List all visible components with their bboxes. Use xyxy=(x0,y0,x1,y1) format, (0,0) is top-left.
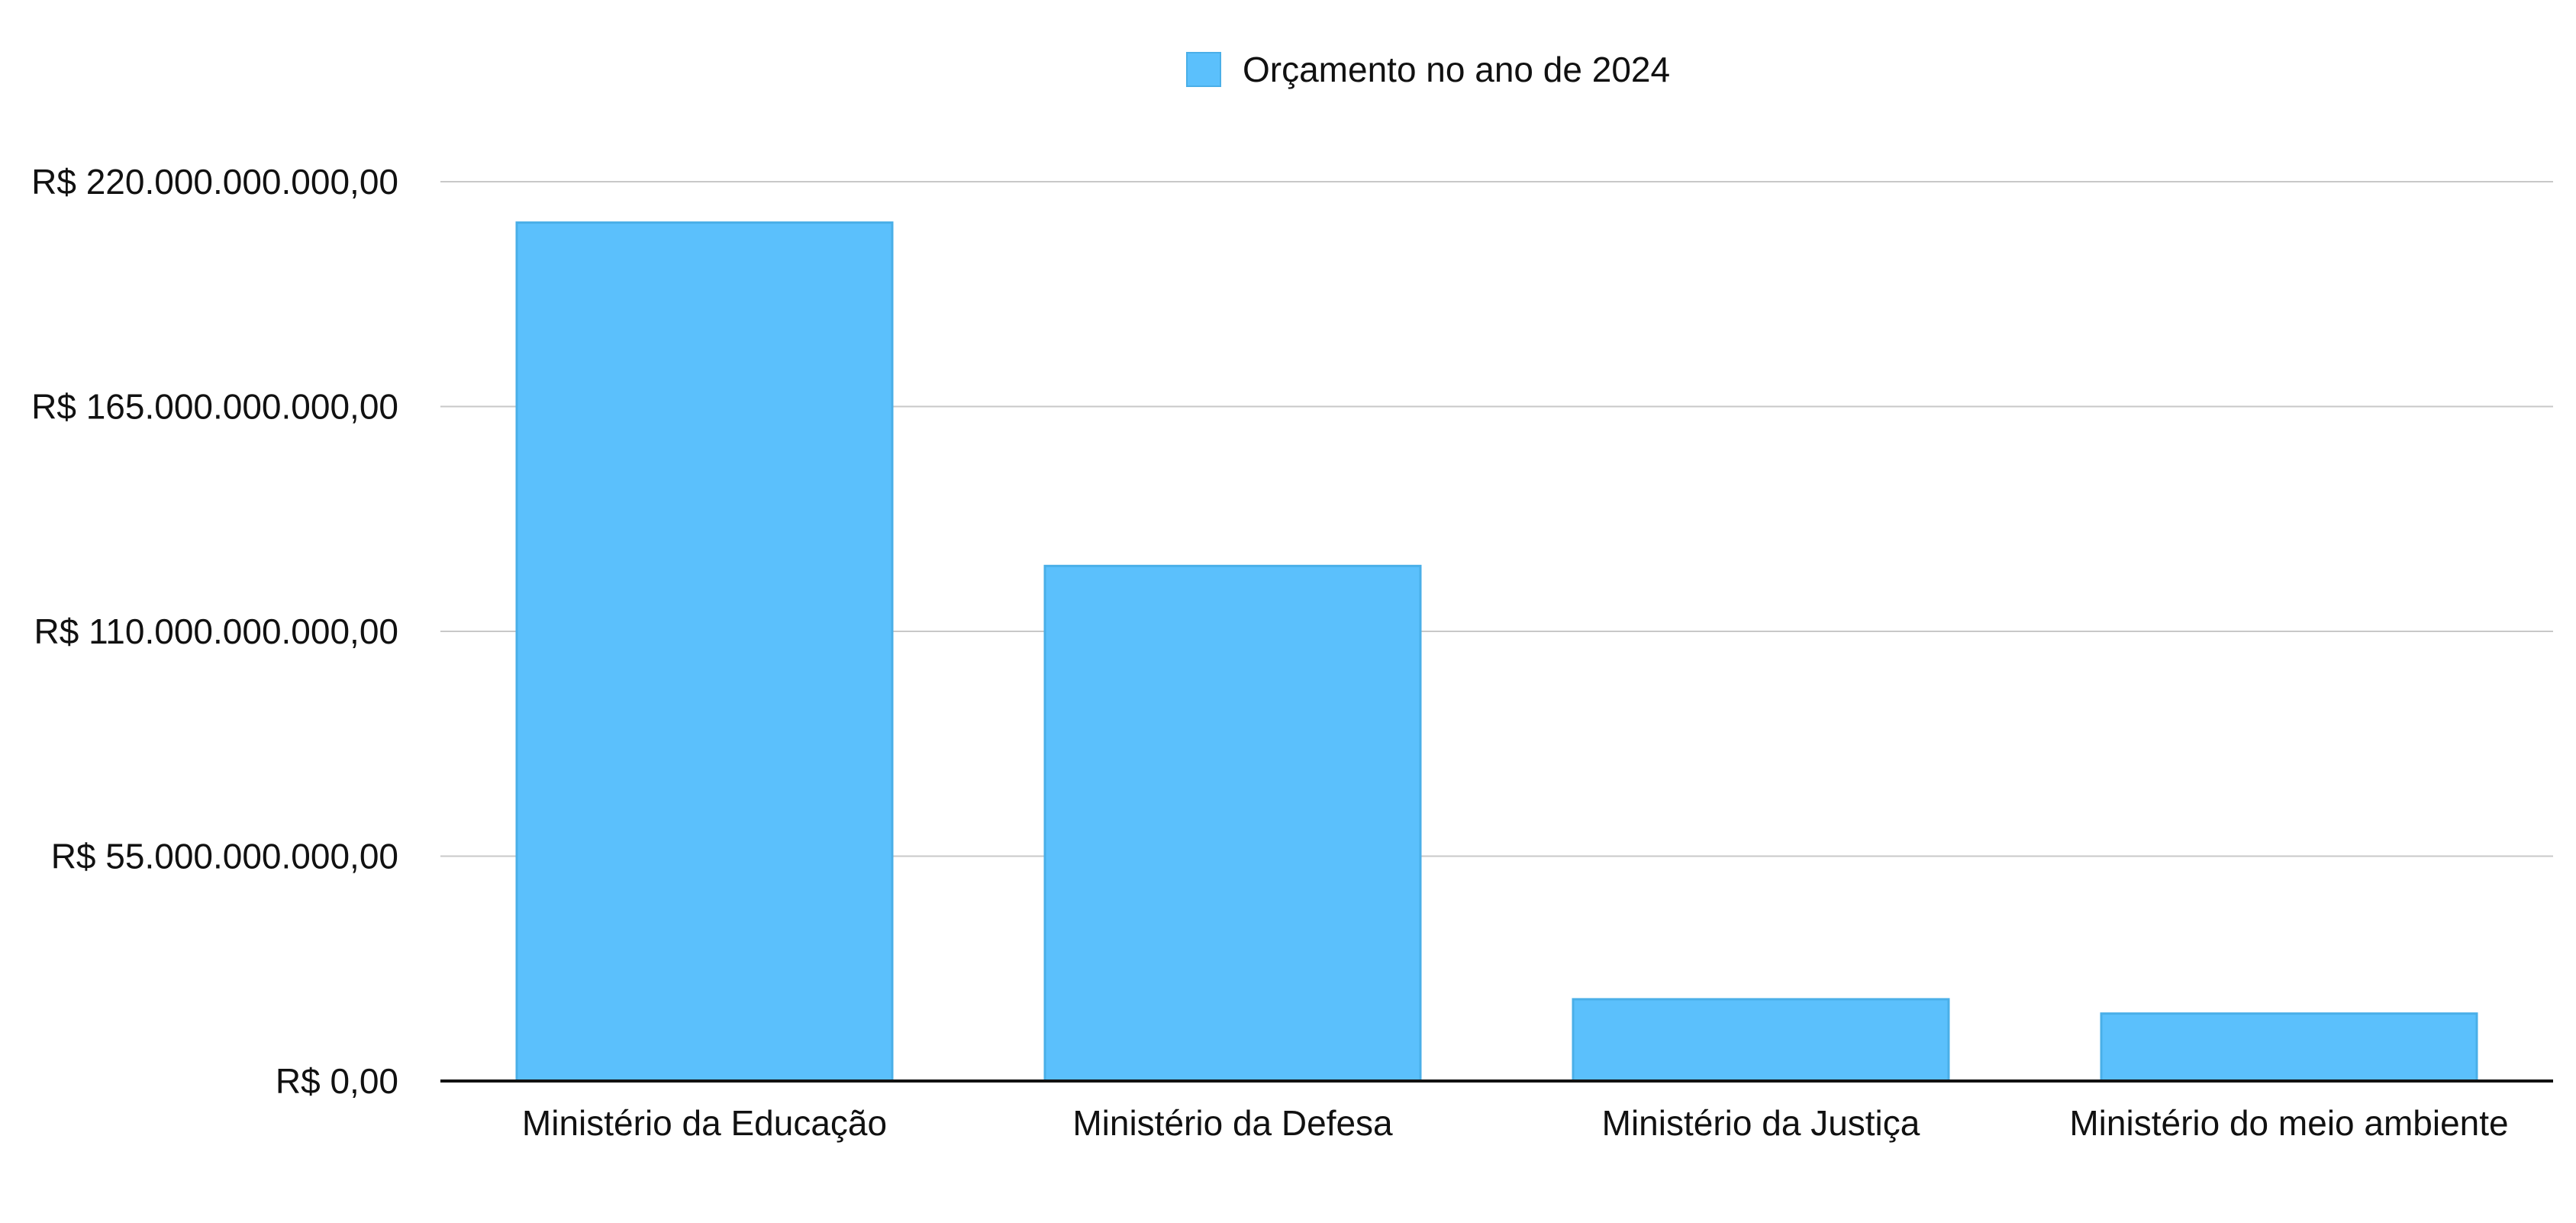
bar xyxy=(1043,564,1422,1083)
x-tick-label: Ministério da Justiça xyxy=(1602,1103,1920,1143)
legend-label: Orçamento no ano de 2024 xyxy=(1243,50,1670,89)
x-tick-label: Ministério da Educação xyxy=(522,1103,887,1143)
y-tick-label: R$ 220.000.000.000,00 xyxy=(31,162,398,202)
legend: Orçamento no ano de 2024 xyxy=(1186,50,1670,89)
legend-swatch xyxy=(1186,52,1221,87)
y-tick-label: R$ 0,00 xyxy=(276,1061,398,1101)
bar xyxy=(2100,1012,2478,1083)
y-tick-label: R$ 110.000.000.000,00 xyxy=(34,612,398,651)
x-tick-label: Ministério do meio ambiente xyxy=(2069,1103,2508,1143)
bar xyxy=(1572,998,1950,1083)
y-tick-label: R$ 55.000.000.000,00 xyxy=(51,837,398,876)
bars xyxy=(515,221,2478,1083)
axes: R$ 0,00 R$ 55.000.000.000,00 R$ 110.000.00… xyxy=(31,162,2553,1143)
bar xyxy=(515,221,894,1083)
y-tick-label: R$ 165.000.000.000,00 xyxy=(31,387,398,427)
x-tick-label: Ministério da Defesa xyxy=(1072,1103,1393,1143)
